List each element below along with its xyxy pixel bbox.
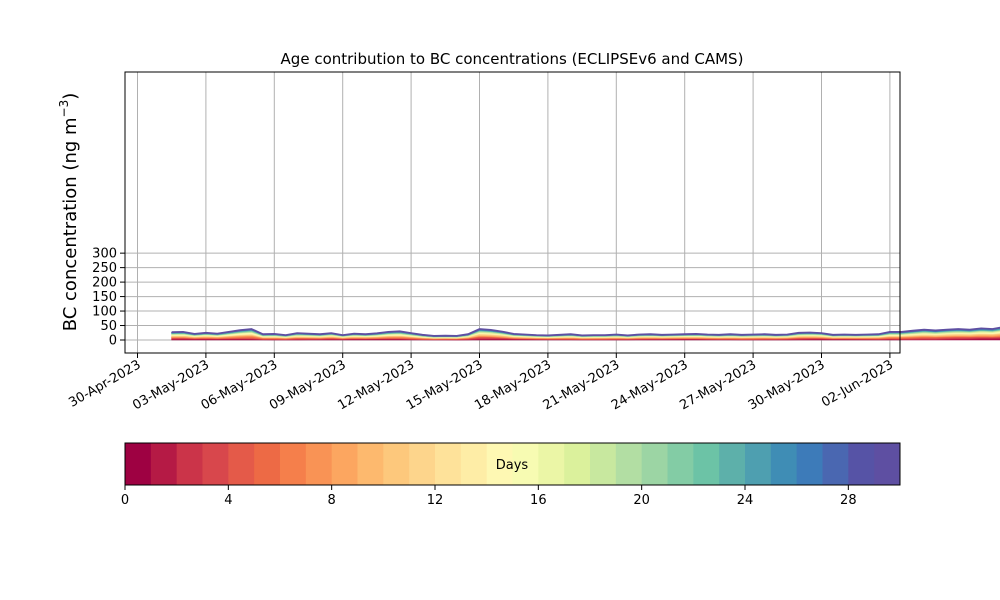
y-axis-label-text: BC concentration (ng m (60, 117, 81, 331)
colorbar-segment (641, 443, 668, 485)
colorbar-segment (305, 443, 333, 485)
colorbar-segment (125, 443, 152, 485)
colorbar-segment (693, 443, 720, 485)
y-tick-label: 200 (92, 276, 117, 291)
colorbar-segment (150, 443, 178, 485)
colorbar-segment (202, 443, 229, 485)
colorbar-ticks: 0 4 8 12 16 20 24 28 (121, 485, 857, 508)
plot-frame (124, 71, 901, 354)
y-tick-label: 100 (92, 305, 117, 320)
colorbar-segment (822, 443, 849, 485)
colorbar-segment (435, 443, 462, 485)
colorbar-segment (254, 443, 281, 485)
colorbar-tick-label: 4 (224, 493, 232, 508)
total-concentration-line (171, 326, 1000, 337)
colorbar-tick-label: 16 (530, 493, 547, 508)
axes (124, 71, 901, 354)
colorbar-segment (848, 443, 875, 485)
colorbar-segment (409, 443, 436, 485)
colorbar-segment (796, 443, 823, 485)
colorbar-tick-label: 28 (840, 493, 857, 508)
y-tick-label: 50 (100, 319, 117, 334)
colorbar-segment (667, 443, 694, 485)
colorbar-segment (874, 443, 901, 485)
colorbar-segment (564, 443, 591, 485)
colorbar-tick-label: 24 (737, 493, 754, 508)
y-tick-label: 0 (109, 334, 117, 349)
colorbar-tick-label: 20 (633, 493, 650, 508)
colorbar-label: Days (496, 458, 529, 473)
colorbar-tick-label: 8 (328, 493, 336, 508)
colorbar-tick-label: 0 (121, 493, 129, 508)
colorbar-segment (331, 443, 358, 485)
chart-title: Age contribution to BC concentrations (E… (281, 50, 744, 68)
colorbar-segment (280, 443, 307, 485)
colorbar-segment (357, 443, 384, 485)
colorbar-segment (460, 443, 488, 485)
y-tick-label: 300 (92, 247, 117, 262)
y-axis-label: BC concentration (ng m−3) (57, 93, 81, 332)
colorbar-segment (512, 443, 539, 485)
colorbar-segment (615, 443, 643, 485)
age-stacked-areas (171, 326, 1000, 341)
y-axis-label-close: ) (60, 93, 81, 100)
colorbar-segment (719, 443, 746, 485)
colorbar-segment (770, 443, 798, 485)
colorbar-tick-label: 12 (427, 493, 444, 508)
y-axis-label-superscript: −3 (57, 100, 71, 118)
grid-lines (125, 72, 900, 353)
colorbar-segment (228, 443, 255, 485)
colorbar-segment (486, 443, 513, 485)
colorbar-frame (124, 442, 901, 486)
y-tick-label: 250 (92, 261, 117, 276)
colorbar-segment (383, 443, 410, 485)
colorbar-segment (590, 443, 617, 485)
colorbar-segment (538, 443, 565, 485)
y-tick-label: 150 (92, 290, 117, 305)
colorbar-segment (176, 443, 203, 485)
colorbar (125, 443, 901, 485)
colorbar-segment (745, 443, 772, 485)
